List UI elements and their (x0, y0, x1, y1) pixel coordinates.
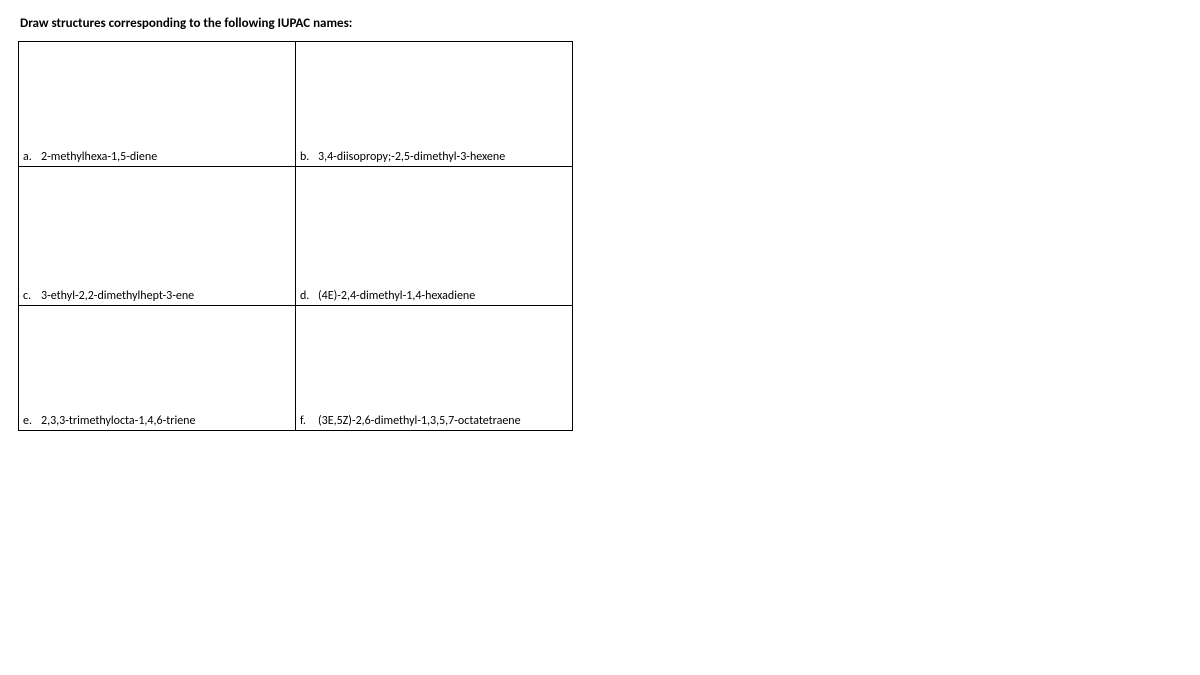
cell-f: f. (3E,5Z)-2,6-dimethyl-1,3,5,7-octatetr… (296, 306, 573, 431)
cell-letter: d. (300, 289, 318, 303)
cell-letter: a. (23, 150, 41, 164)
cell-a: a. 2-methylhexa-1,5-diene (19, 42, 296, 167)
cell-e: e. 2,3,3-trimethylocta-1,4,6-triene (19, 306, 296, 431)
cell-d-label: d. (4E)-2,4-dimethyl-1,4-hexadiene (296, 287, 572, 305)
iupac-table: a. 2-methylhexa-1,5-diene b. 3,4-diisopr… (18, 41, 573, 431)
cell-name: 3-ethyl-2,2-dimethylhept-3-ene (41, 289, 291, 303)
cell-letter: c. (23, 289, 41, 303)
cell-letter: e. (23, 414, 41, 428)
cell-name: (3E,5Z)-2,6-dimethyl-1,3,5,7-octatetraen… (318, 414, 568, 428)
cell-a-label: a. 2-methylhexa-1,5-diene (19, 148, 295, 166)
cell-name: 2,3,3-trimethylocta-1,4,6-triene (41, 414, 291, 428)
cell-b-label: b. 3,4-diisopropy;-2,5-dimethyl-3-hexene (296, 148, 572, 166)
cell-f-label: f. (3E,5Z)-2,6-dimethyl-1,3,5,7-octatetr… (296, 412, 572, 430)
cell-c-label: c. 3-ethyl-2,2-dimethylhept-3-ene (19, 287, 295, 305)
cell-b: b. 3,4-diisopropy;-2,5-dimethyl-3-hexene (296, 42, 573, 167)
cell-c: c. 3-ethyl-2,2-dimethylhept-3-ene (19, 167, 296, 306)
cell-name: 3,4-diisopropy;-2,5-dimethyl-3-hexene (318, 150, 568, 164)
cell-letter: b. (300, 150, 318, 164)
cell-e-label: e. 2,3,3-trimethylocta-1,4,6-triene (19, 412, 295, 430)
cell-letter: f. (300, 414, 318, 428)
cell-name: 2-methylhexa-1,5-diene (41, 150, 291, 164)
instruction-text: Draw structures corresponding to the fol… (20, 16, 1182, 31)
cell-name: (4E)-2,4-dimethyl-1,4-hexadiene (318, 289, 568, 303)
cell-d: d. (4E)-2,4-dimethyl-1,4-hexadiene (296, 167, 573, 306)
